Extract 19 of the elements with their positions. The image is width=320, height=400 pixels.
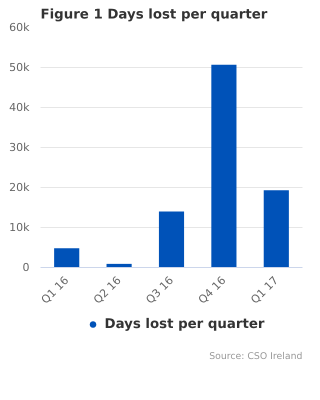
source-note: Source: CSO Ireland	[209, 351, 302, 362]
y-tick-label: 40k	[9, 101, 30, 114]
x-tick-label: Q3 16	[143, 274, 176, 307]
bar	[264, 190, 289, 268]
y-tick-label: 30k	[9, 141, 30, 154]
y-tick-label: 10k	[9, 221, 30, 234]
y-tick-label: 0	[22, 261, 30, 274]
y-tick-label: 50k	[9, 61, 30, 74]
x-tick-label: Q1 16	[38, 274, 72, 307]
x-tick-label: Q4 16	[196, 274, 228, 307]
legend-label: Days lost per quarter	[104, 316, 264, 332]
bar	[54, 248, 80, 268]
chart-title: Figure 1 Days lost per quarter	[40, 8, 268, 22]
y-tick-label: 20k	[9, 181, 30, 194]
bar	[158, 212, 184, 268]
bar	[211, 64, 236, 268]
x-tick-label: Q1 17	[248, 274, 281, 307]
x-tick-label: Q2 16	[91, 274, 124, 307]
y-tick-label: 60k	[9, 21, 30, 34]
